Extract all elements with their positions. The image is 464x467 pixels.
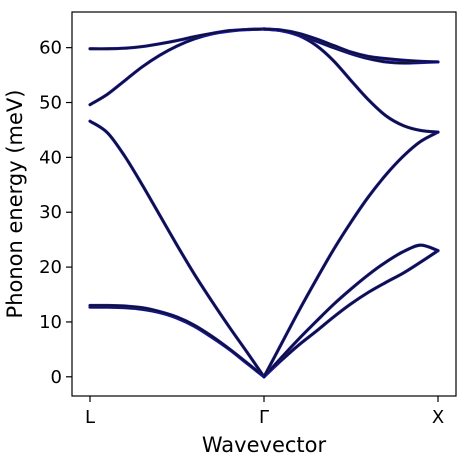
branch-line-3 [88,120,266,378]
branch-line-9 [262,27,440,134]
branch-reference-line-6 [262,249,440,379]
y-tick-label: 10 [39,312,62,333]
branch-reference-line-7 [262,243,440,379]
x-tick-label: L [85,407,95,428]
x-tick-label: X [432,407,444,428]
y-tick-label: 40 [39,147,62,168]
y-axis-ticks: 0 10 20 30 40 50 60 [39,38,72,388]
y-tick-label: 20 [39,257,62,278]
y-tick-label: 0 [51,367,62,388]
plot-frame [71,11,457,397]
y-axis-label: Phonon energy (meV) [3,90,27,319]
branch-line-11 [262,27,440,64]
y-tick-label: 60 [39,38,62,59]
series-curves [88,27,440,379]
branch-line-2 [88,304,266,378]
x-tick-label: Γ [259,407,269,428]
branch-reference-line-8 [262,130,440,379]
x-axis-label: Wavevector [202,433,327,457]
y-tick-label: 50 [39,93,62,114]
branch-line-7 [262,244,440,378]
branch-line-5 [88,27,266,50]
branch-line-8 [262,131,440,378]
branch-line-6 [262,249,440,378]
y-tick-label: 30 [39,202,62,223]
branch-reference-line-10 [262,27,440,65]
